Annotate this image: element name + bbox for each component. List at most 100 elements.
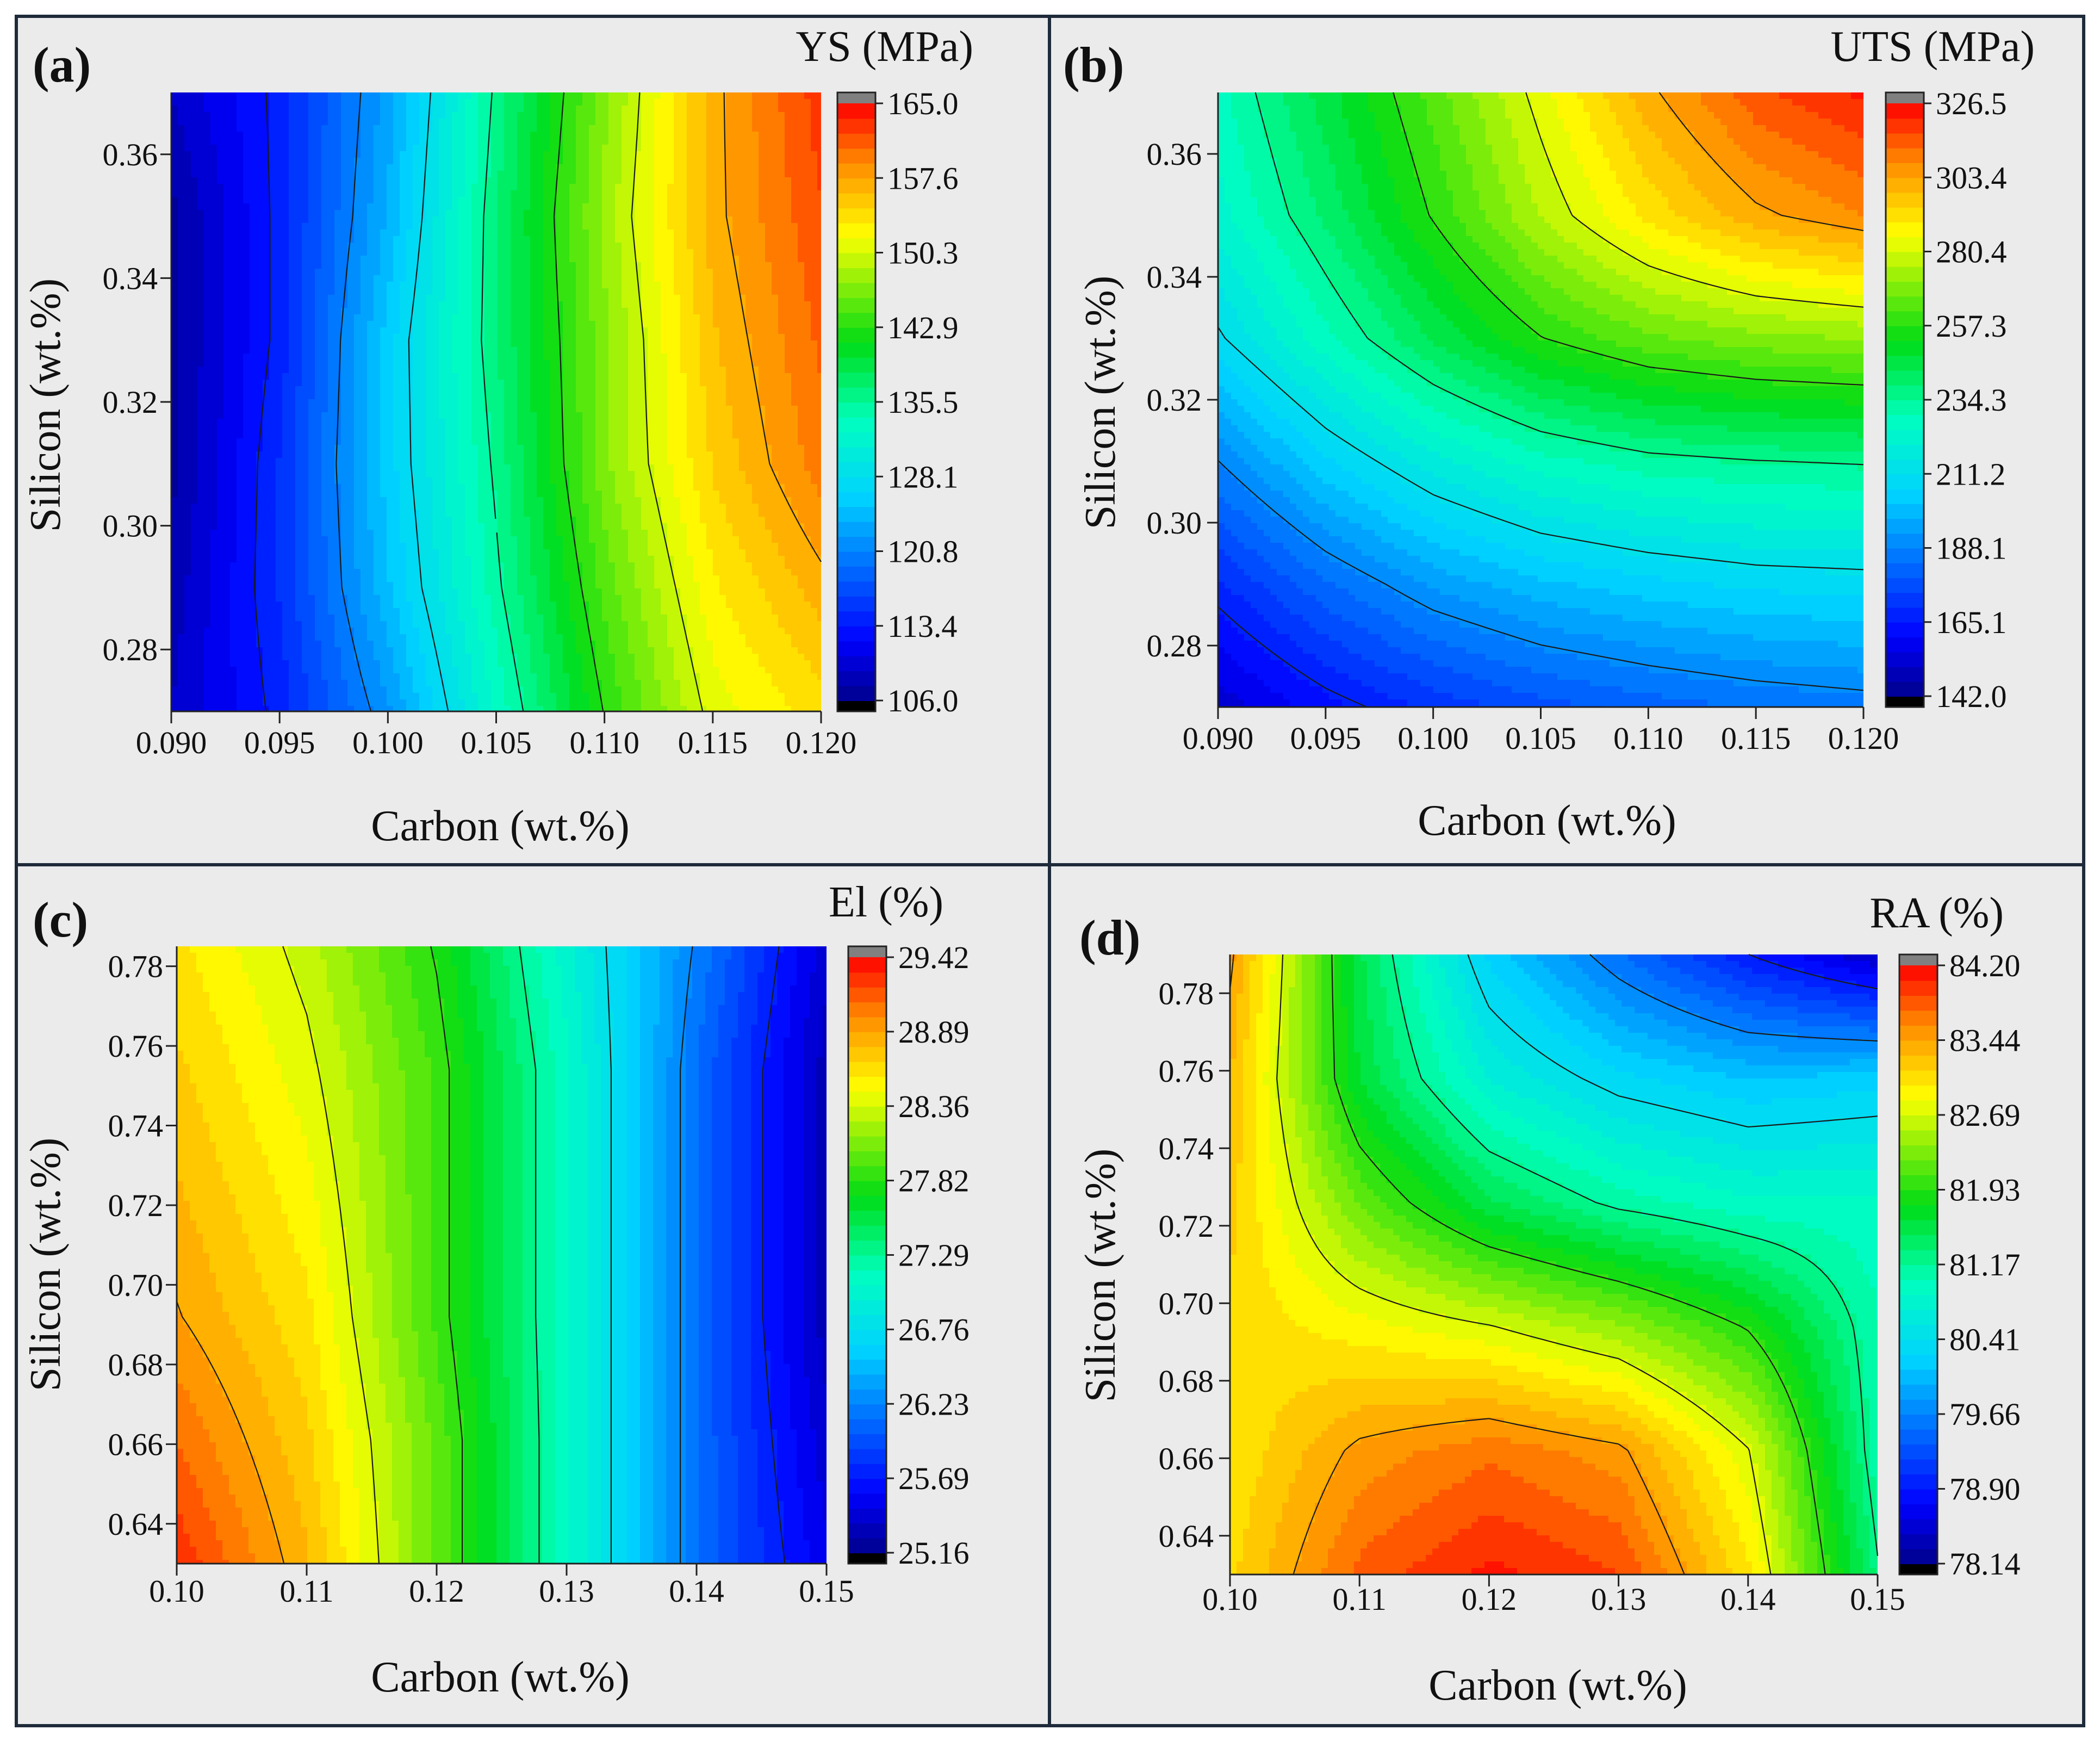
contour-cell (765, 112, 772, 119)
contour-cell (230, 132, 237, 139)
contour-cell (367, 119, 374, 126)
contour-cell (635, 132, 642, 139)
contour-cell (602, 112, 609, 119)
contour-cell (817, 125, 821, 132)
contour-cell (739, 132, 746, 139)
contour-cell (184, 125, 191, 132)
contour-cell (641, 92, 648, 100)
contour-cell (576, 138, 583, 145)
contour-cell (752, 112, 759, 119)
contour-cell (217, 112, 224, 119)
contour-cell (276, 112, 283, 119)
contour-cell (595, 112, 602, 119)
contour-cell (661, 145, 668, 152)
contour-cell (478, 106, 485, 113)
contour-cell (530, 99, 537, 106)
contour-cell (197, 112, 204, 119)
contour-cell (745, 106, 753, 113)
contour-cell (361, 99, 368, 106)
contour-cell (276, 99, 283, 106)
contour-cell (563, 112, 570, 119)
contour-cell (217, 145, 224, 152)
contour-cell (693, 106, 700, 113)
contour-cell (602, 106, 609, 113)
contour-cell (217, 125, 224, 132)
contour-cell (347, 138, 355, 145)
contour-cell (282, 92, 289, 100)
contour-cell (334, 132, 341, 139)
contour-cell (661, 132, 668, 139)
contour-cell (367, 112, 374, 119)
contour-cell (680, 132, 687, 139)
contour-cell (504, 145, 511, 152)
contour-cell (791, 106, 798, 113)
contour-cell (687, 112, 694, 119)
contour-cell (184, 132, 191, 139)
contour-cell (687, 119, 694, 126)
contour-cell (608, 145, 616, 152)
contour-cell (178, 106, 185, 113)
contour-cell (608, 132, 616, 139)
contour-cell (687, 99, 694, 106)
contour-cell (178, 138, 185, 145)
contour-cell (622, 119, 629, 126)
contour-cell (713, 106, 720, 113)
contour-cell (321, 106, 328, 113)
contour-cell (713, 119, 720, 126)
contour-cell (752, 92, 759, 100)
contour-cell (321, 145, 328, 152)
contour-cell (713, 92, 720, 100)
contour-cell (569, 112, 576, 119)
contour-cell (458, 119, 465, 126)
contour-cell (595, 106, 602, 113)
contour-cell (582, 119, 589, 126)
contour-cell (785, 132, 792, 139)
contour-cell (237, 132, 244, 139)
contour-cell (321, 92, 328, 100)
contour-cell (517, 99, 524, 106)
contour-cell (719, 92, 726, 100)
contour-cell (798, 106, 805, 113)
contour-cell (602, 125, 609, 132)
contour-cell (452, 112, 459, 119)
contour-cell (615, 92, 622, 100)
contour-cell (223, 106, 231, 113)
contour-cell (465, 112, 472, 119)
contour-cell (295, 151, 302, 158)
contour-cell (413, 106, 420, 113)
contour-cell (432, 132, 439, 139)
contour-cell (171, 106, 178, 113)
contour-cell (269, 119, 276, 126)
contour-cell (341, 106, 348, 113)
contour-cell (178, 125, 185, 132)
contour-cell (700, 106, 707, 113)
contour-cell (315, 99, 322, 106)
contour-cell (374, 138, 381, 145)
contour-cell (204, 99, 211, 106)
contour-cell (582, 92, 589, 100)
contour-cell (706, 138, 713, 145)
contour-cell (732, 106, 740, 113)
contour-cell (608, 99, 616, 106)
contour-cell (302, 92, 309, 100)
contour-cell (576, 125, 583, 132)
contour-cell (445, 132, 452, 139)
contour-cell (504, 99, 511, 106)
contour-cell (171, 112, 178, 119)
contour-cell (759, 145, 766, 152)
contour-cell (184, 145, 191, 152)
contour-cell (178, 112, 185, 119)
contour-cell (667, 112, 674, 119)
contour-cell (628, 151, 635, 158)
contour-cell (804, 145, 811, 152)
contour-cell (530, 145, 537, 152)
contour-cell (693, 145, 700, 152)
contour-cell (471, 106, 479, 113)
contour-cell (387, 145, 394, 152)
contour-cell (680, 125, 687, 132)
contour-cell (393, 112, 400, 119)
contour-cell (184, 151, 191, 158)
contour-cell (347, 132, 355, 139)
contour-cell (759, 99, 766, 106)
contour-cell (171, 99, 178, 106)
